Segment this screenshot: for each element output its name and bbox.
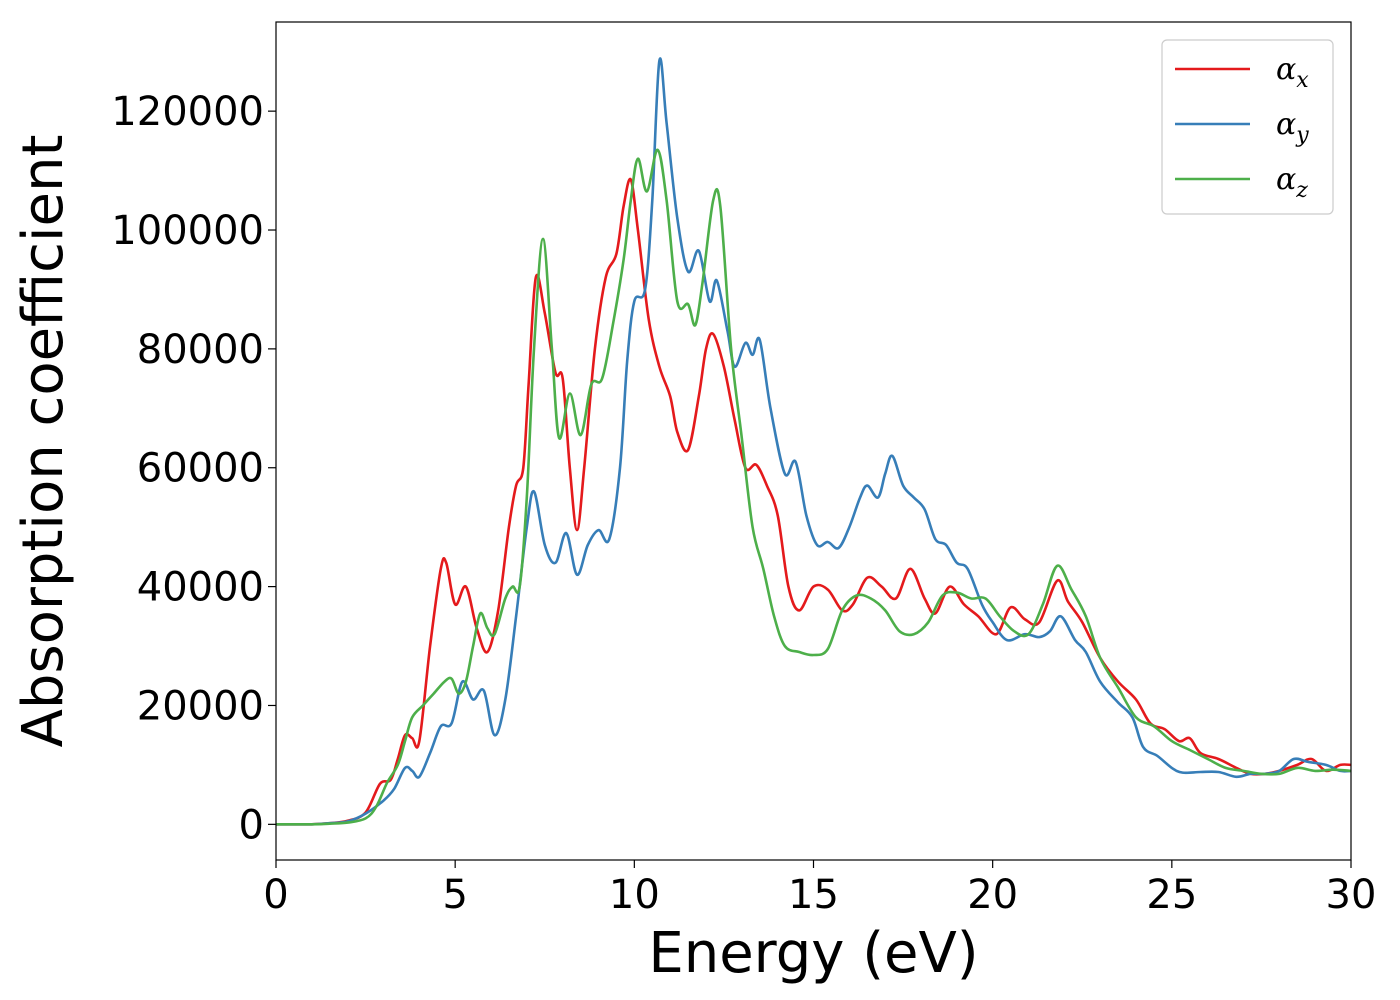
y-axis-ticks: 0 20000 40000 60000 80000 100000 120000 xyxy=(111,89,276,848)
y-axis-title: Absorption coefficient xyxy=(11,135,76,748)
y-tick-label: 60000 xyxy=(137,446,264,492)
legend-subscript: y xyxy=(1295,123,1309,148)
y-tick-label: 120000 xyxy=(111,89,264,135)
y-tick-label: 20000 xyxy=(137,683,264,729)
x-axis-ticks: 0 5 10 15 20 25 30 xyxy=(263,860,1376,918)
series-line-z xyxy=(275,148,1352,826)
x-tick-label: 20 xyxy=(967,872,1018,918)
series-layer xyxy=(275,57,1352,826)
y-tick-label: 80000 xyxy=(137,327,264,373)
legend-label-z: αz xyxy=(1276,162,1308,203)
legend-subscript: x xyxy=(1296,68,1309,93)
series-line-x xyxy=(275,177,1352,826)
y-tick-label: 40000 xyxy=(137,565,264,611)
x-tick-label: 0 xyxy=(263,872,288,918)
y-tick-label: 0 xyxy=(239,802,264,848)
y-tick-label: 100000 xyxy=(111,208,264,254)
x-axis-title: Energy (eV) xyxy=(648,921,978,986)
legend-box xyxy=(1161,39,1334,215)
x-tick-label: 15 xyxy=(788,872,839,918)
x-tick-label: 30 xyxy=(1326,872,1377,918)
x-tick-label: 5 xyxy=(442,872,467,918)
legend-subscript: z xyxy=(1295,178,1308,203)
series-line-y xyxy=(275,57,1352,826)
x-tick-label: 25 xyxy=(1146,872,1197,918)
x-tick-label: 10 xyxy=(609,872,660,918)
